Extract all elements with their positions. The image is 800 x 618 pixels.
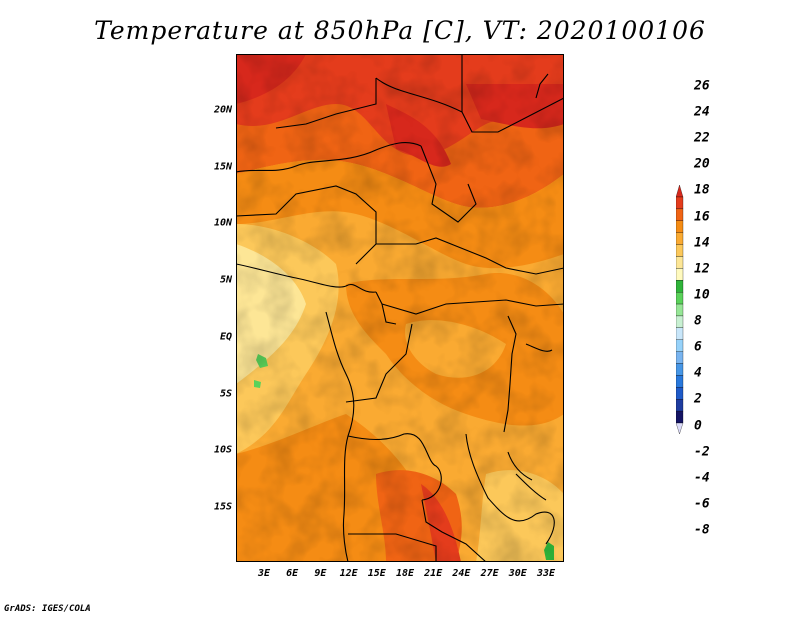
colorbar-tick-label: 8 xyxy=(694,313,702,329)
colorbar-tick-label: 24 xyxy=(694,104,710,120)
colorbar-segment xyxy=(676,292,684,305)
lon-tick-label: 24E xyxy=(452,568,471,579)
colorbar-segment xyxy=(676,280,684,293)
colorbar-tick-label: -8 xyxy=(694,522,710,538)
border-12 xyxy=(348,533,437,562)
colorbar-segment xyxy=(676,375,684,388)
lat-tick-label: 10N xyxy=(213,217,232,229)
colorbar-segment xyxy=(676,232,684,245)
border-8 xyxy=(381,299,564,315)
colorbar-segment xyxy=(676,256,684,269)
colorbar-tick-label: -6 xyxy=(694,496,710,512)
credit-text: GrADS: IGES/COLA xyxy=(4,604,91,614)
nile-ne xyxy=(535,73,549,99)
border-3 xyxy=(275,78,377,129)
colorbar-segment xyxy=(676,268,684,281)
colorbar-tick-label: 2 xyxy=(694,391,702,407)
coastlines-borders xyxy=(236,54,564,562)
temperature-field xyxy=(236,54,564,562)
lon-tick-label: 21E xyxy=(424,568,443,579)
border-6 xyxy=(236,185,377,265)
lat-tick-label: EQ xyxy=(219,331,232,343)
colorbar-segment xyxy=(676,399,684,412)
lat-tick-label: 20N xyxy=(213,104,232,116)
coast-2 xyxy=(375,291,397,325)
border-1 xyxy=(236,142,422,173)
colorbar-segment xyxy=(676,244,684,257)
lat-tick-label: 15N xyxy=(213,161,232,173)
lat-tick-label: 5N xyxy=(219,274,232,286)
lake-east-1 xyxy=(503,315,517,433)
border-11 xyxy=(421,499,487,562)
lake-tanganyika xyxy=(507,451,533,481)
colorbar-segment xyxy=(676,208,684,221)
colorbar-tick-label: 20 xyxy=(694,156,710,172)
colorbar-tick-label: 18 xyxy=(694,182,710,198)
lake-victoria xyxy=(525,343,553,352)
colorbar-bottom-arrow xyxy=(676,422,684,435)
colorbar-tick-label: 12 xyxy=(694,261,710,277)
colorbar-segment xyxy=(676,387,684,400)
lake-malawi xyxy=(515,473,547,501)
field-texture xyxy=(236,54,564,562)
lon-tick-label: 30E xyxy=(508,568,527,579)
lon-tick-label: 6E xyxy=(286,568,299,579)
lon-tick-label: 15E xyxy=(367,568,386,579)
border-5 xyxy=(461,54,564,133)
colorbar-tick-label: 0 xyxy=(694,418,702,434)
colorbar-tick-label: 14 xyxy=(694,235,710,251)
colorbar-segment xyxy=(676,339,684,352)
lon-tick-label: 9E xyxy=(314,568,327,579)
colorbar xyxy=(676,184,684,435)
lat-tick-label: 10S xyxy=(213,444,232,456)
colorbar-segment xyxy=(676,303,684,317)
colorbar-tick-label: -2 xyxy=(694,444,710,460)
colorbar-tick-label: 22 xyxy=(694,130,710,146)
colorbar-segment xyxy=(676,196,684,210)
colorbar-tick-label: 10 xyxy=(694,287,710,303)
colorbar-tick-label: 26 xyxy=(694,78,710,94)
colorbar-segment xyxy=(676,327,684,340)
border-9 xyxy=(345,323,413,403)
border-4 xyxy=(375,77,463,113)
colorbar-segment xyxy=(676,410,684,424)
lat-tick-label: 15S xyxy=(213,501,232,513)
colorbar-segment xyxy=(676,351,684,364)
lat-tick-label: 5S xyxy=(219,388,232,400)
border-2 xyxy=(420,145,477,223)
coast-gulf xyxy=(236,263,377,293)
colorbar-segment xyxy=(676,363,684,376)
lon-tick-label: 3E xyxy=(257,568,271,579)
colorbar-top-arrow xyxy=(676,184,684,198)
colorbar-tick-label: -4 xyxy=(694,470,710,486)
map-border xyxy=(236,54,564,562)
lon-tick-label: 33E xyxy=(536,568,556,579)
border-10 xyxy=(347,433,442,501)
lon-tick-label: 18E xyxy=(395,568,415,579)
colorbar-tick-label: 16 xyxy=(694,209,710,225)
map-title: Temperature at 850hPa [C], VT: 202010010… xyxy=(94,16,706,45)
border-7 xyxy=(376,237,564,275)
lon-tick-label: 12E xyxy=(339,568,358,579)
colorbar-tick-label: 6 xyxy=(694,339,702,355)
temperature-map xyxy=(236,54,564,562)
colorbar-segment xyxy=(676,220,684,233)
colorbar-tick-label: 4 xyxy=(694,365,702,381)
colorbar-segment xyxy=(676,315,684,328)
border-13 xyxy=(465,433,555,545)
lon-tick-label: 27E xyxy=(480,568,499,579)
